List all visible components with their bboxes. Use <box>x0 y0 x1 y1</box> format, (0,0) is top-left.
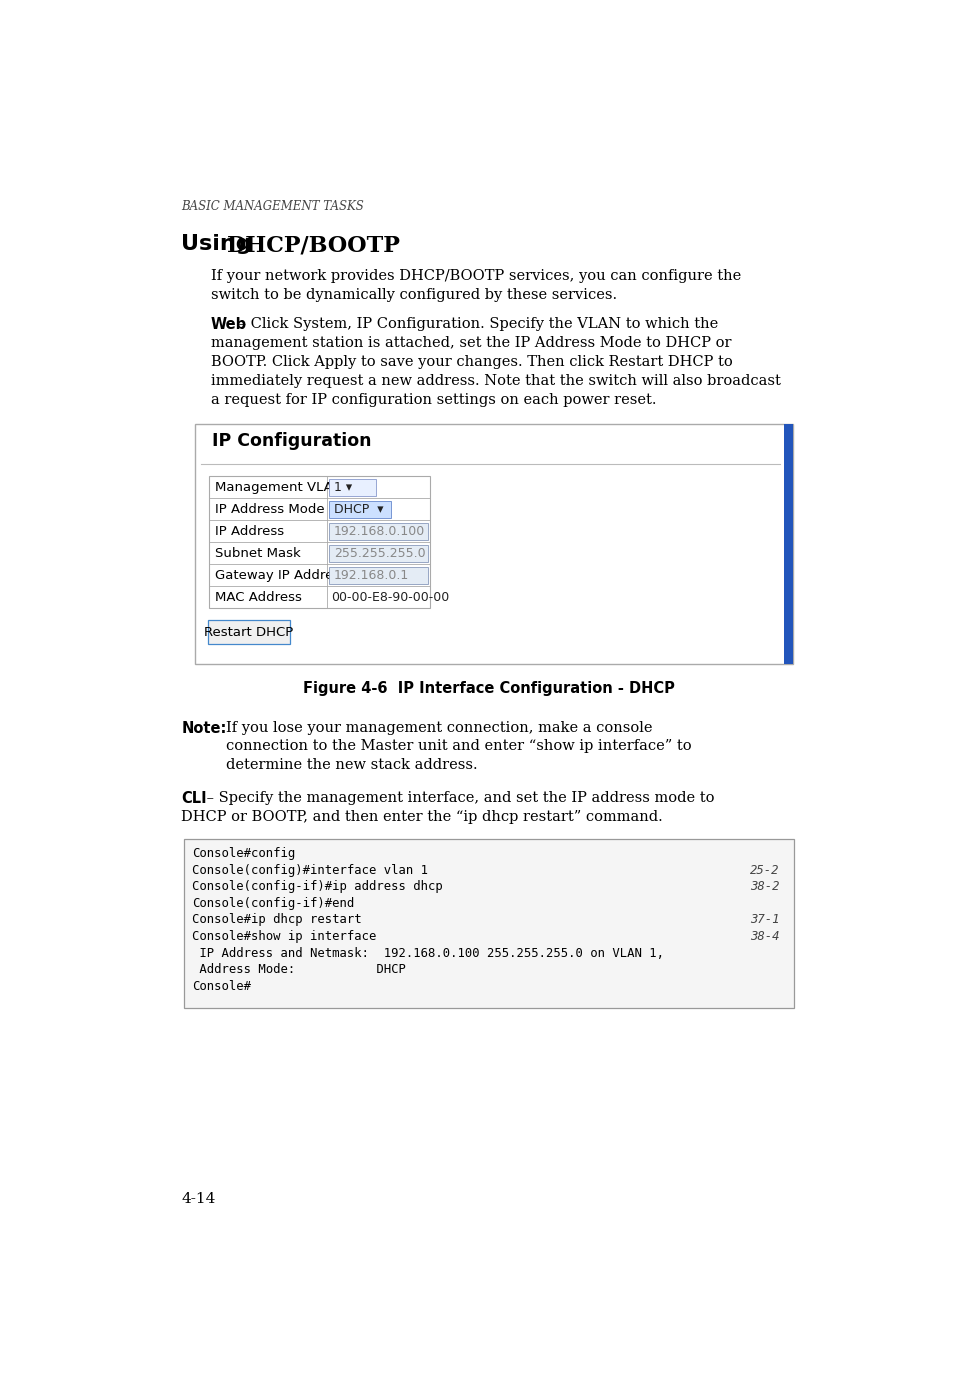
Text: Management VLAN: Management VLAN <box>214 482 342 494</box>
Text: 25-2: 25-2 <box>749 863 779 877</box>
Text: DHCP or BOOTP, and then enter the “ip dhcp restart” command.: DHCP or BOOTP, and then enter the “ip dh… <box>181 809 662 824</box>
Text: determine the new stack address.: determine the new stack address. <box>226 758 477 772</box>
Text: If you lose your management connection, make a console: If you lose your management connection, … <box>226 720 652 734</box>
Text: Console#ip dhcp restart: Console#ip dhcp restart <box>192 913 361 926</box>
Text: IP Address and Netmask:  192.168.0.100 255.255.255.0 on VLAN 1,: IP Address and Netmask: 192.168.0.100 25… <box>192 947 663 959</box>
Text: If your network provides DHCP/BOOTP services, you can configure the: If your network provides DHCP/BOOTP serv… <box>211 269 740 283</box>
Text: CLI: CLI <box>181 791 207 806</box>
Text: 38-4: 38-4 <box>749 930 779 942</box>
Text: 192.168.0.100: 192.168.0.100 <box>334 525 425 537</box>
Bar <box>184 838 793 1008</box>
Text: Console(config)#interface vlan 1: Console(config)#interface vlan 1 <box>192 863 428 877</box>
Bar <box>195 425 792 663</box>
Text: 38-2: 38-2 <box>749 880 779 894</box>
Text: – Specify the management interface, and set the IP address mode to: – Specify the management interface, and … <box>202 791 714 805</box>
Bar <box>329 523 427 540</box>
Bar <box>329 566 427 584</box>
Text: Console#config: Console#config <box>192 847 295 861</box>
Text: MAC Address: MAC Address <box>214 591 301 604</box>
Text: Console#: Console# <box>192 980 251 992</box>
Text: DHCP  ▾: DHCP ▾ <box>334 502 383 516</box>
Text: Console#show ip interface: Console#show ip interface <box>192 930 376 942</box>
Bar <box>329 501 391 518</box>
Text: Web: Web <box>211 318 247 333</box>
Text: connection to the Master unit and enter “show ip interface” to: connection to the Master unit and enter … <box>226 740 691 754</box>
Text: Note:: Note: <box>181 720 227 736</box>
Text: 4-14: 4-14 <box>181 1192 215 1206</box>
Text: IP Configuration: IP Configuration <box>212 432 372 450</box>
Text: 192.168.0.1: 192.168.0.1 <box>334 569 409 582</box>
Text: 00-00-E8-90-00-00: 00-00-E8-90-00-00 <box>332 591 450 604</box>
Text: switch to be dynamically configured by these services.: switch to be dynamically configured by t… <box>211 287 617 301</box>
Text: BASIC MANAGEMENT TASKS: BASIC MANAGEMENT TASKS <box>181 200 364 212</box>
Text: BOOTP. Click Apply to save your changes. Then click Restart DHCP to: BOOTP. Click Apply to save your changes.… <box>211 355 732 369</box>
Text: IP Address Mode: IP Address Mode <box>214 502 324 516</box>
Bar <box>329 544 427 562</box>
Bar <box>329 479 375 496</box>
Text: 255.255.255.0: 255.255.255.0 <box>334 547 425 559</box>
Text: IP Address: IP Address <box>214 525 283 537</box>
Text: 37-1: 37-1 <box>749 913 779 926</box>
Text: 1 ▾: 1 ▾ <box>334 482 352 494</box>
Text: Console(config-if)#ip address dhcp: Console(config-if)#ip address dhcp <box>192 880 442 894</box>
Text: a request for IP configuration settings on each power reset.: a request for IP configuration settings … <box>211 393 656 407</box>
Bar <box>209 476 430 608</box>
Text: immediately request a new address. Note that the switch will also broadcast: immediately request a new address. Note … <box>211 375 780 389</box>
Text: Using: Using <box>181 235 259 254</box>
Text: Figure 4-6  IP Interface Configuration - DHCP: Figure 4-6 IP Interface Configuration - … <box>303 680 674 695</box>
Text: Subnet Mask: Subnet Mask <box>214 547 300 559</box>
Text: Address Mode:           DHCP: Address Mode: DHCP <box>192 963 406 976</box>
Text: – Click System, IP Configuration. Specify the VLAN to which the: – Click System, IP Configuration. Specif… <box>234 318 718 332</box>
Text: Gateway IP Address: Gateway IP Address <box>214 569 346 582</box>
Text: Restart DHCP: Restart DHCP <box>204 626 293 638</box>
Text: management station is attached, set the IP Address Mode to DHCP or: management station is attached, set the … <box>211 336 730 350</box>
Bar <box>783 425 792 663</box>
Text: DHCP/BOOTP: DHCP/BOOTP <box>227 235 400 257</box>
Text: Console(config-if)#end: Console(config-if)#end <box>192 897 354 911</box>
FancyBboxPatch shape <box>208 619 290 644</box>
